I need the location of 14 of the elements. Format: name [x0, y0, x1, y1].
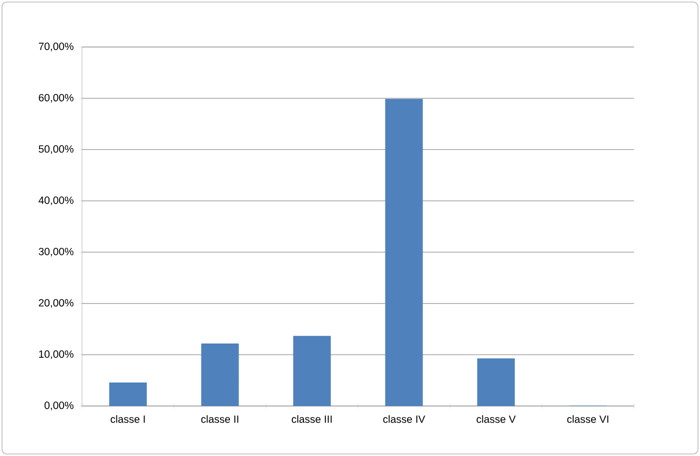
- x-tick-label: classe V: [476, 415, 516, 423]
- x-tick-label: classe IV: [383, 415, 426, 423]
- x-tick-label: classe VI: [567, 415, 608, 423]
- x-tick-label: classe III: [292, 415, 332, 423]
- y-tick-label: 50,00%: [38, 145, 74, 154]
- x-tick-label: classe II: [201, 415, 238, 423]
- y-tick-label: 60,00%: [38, 94, 74, 103]
- x-tick-label: classe I: [110, 415, 145, 423]
- y-tick-label: 0,00%: [44, 402, 74, 410]
- y-tick-label: 20,00%: [38, 299, 74, 308]
- y-tick-label: 10,00%: [39, 350, 74, 360]
- y-tick-label: 70,00%: [38, 42, 74, 52]
- y-tick-label: 40,00%: [38, 196, 74, 206]
- y-tick-label: 30,00%: [38, 248, 74, 256]
